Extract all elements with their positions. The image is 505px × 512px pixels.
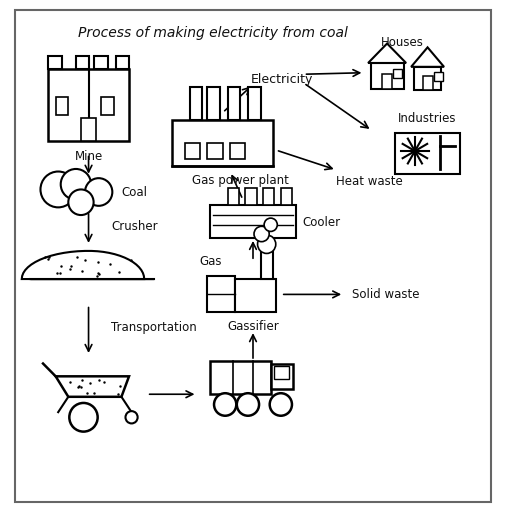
Text: Cooler: Cooler: [302, 216, 340, 229]
Bar: [394, 133, 460, 174]
Bar: [433, 72, 442, 81]
Bar: [189, 87, 202, 120]
FancyBboxPatch shape: [15, 10, 490, 502]
Circle shape: [214, 393, 236, 416]
Bar: [230, 143, 245, 159]
Text: Process of making electricity from coal: Process of making electricity from coal: [77, 26, 347, 40]
Circle shape: [85, 178, 112, 206]
Text: Coal: Coal: [121, 185, 147, 199]
Circle shape: [254, 226, 269, 242]
Circle shape: [269, 393, 291, 416]
Bar: [93, 56, 108, 69]
Text: Gas: Gas: [199, 254, 222, 268]
Bar: [172, 120, 273, 166]
Bar: [207, 276, 235, 312]
Text: Heat waste: Heat waste: [336, 175, 402, 188]
Bar: [280, 188, 291, 205]
Text: Gassifier: Gassifier: [227, 320, 278, 333]
Text: Gas power plant: Gas power plant: [192, 174, 288, 187]
Bar: [56, 97, 68, 115]
Text: Solid waste: Solid waste: [351, 288, 418, 301]
Circle shape: [68, 189, 93, 215]
Circle shape: [264, 218, 277, 231]
Bar: [76, 56, 88, 69]
Text: Transportation: Transportation: [111, 321, 196, 334]
Bar: [413, 67, 441, 90]
Polygon shape: [368, 44, 405, 63]
Circle shape: [236, 393, 259, 416]
Circle shape: [61, 169, 91, 200]
Bar: [247, 87, 260, 120]
Text: Electricity: Electricity: [250, 73, 312, 86]
Circle shape: [125, 411, 137, 423]
Bar: [48, 69, 129, 141]
Text: Industries: Industries: [397, 113, 456, 125]
Bar: [207, 143, 222, 159]
Bar: [210, 205, 295, 238]
Bar: [263, 188, 274, 205]
Bar: [227, 188, 238, 205]
Text: Mine: Mine: [74, 150, 103, 162]
Bar: [270, 364, 293, 389]
Bar: [227, 87, 240, 120]
Bar: [392, 69, 401, 78]
Bar: [210, 361, 270, 394]
Bar: [235, 279, 275, 312]
Circle shape: [257, 235, 275, 253]
Bar: [422, 75, 432, 90]
Circle shape: [40, 172, 76, 207]
Text: Houses: Houses: [380, 36, 423, 49]
Bar: [116, 56, 129, 69]
Bar: [381, 74, 391, 89]
Bar: [81, 118, 96, 141]
Bar: [274, 366, 289, 379]
Circle shape: [69, 403, 97, 432]
Bar: [245, 188, 256, 205]
Bar: [184, 143, 199, 159]
Polygon shape: [410, 48, 443, 67]
Bar: [48, 56, 62, 69]
Bar: [207, 87, 220, 120]
Text: Crusher: Crusher: [111, 220, 158, 233]
Polygon shape: [22, 251, 154, 279]
Polygon shape: [56, 376, 129, 397]
Bar: [260, 248, 273, 279]
Bar: [101, 97, 114, 115]
Bar: [370, 63, 403, 89]
